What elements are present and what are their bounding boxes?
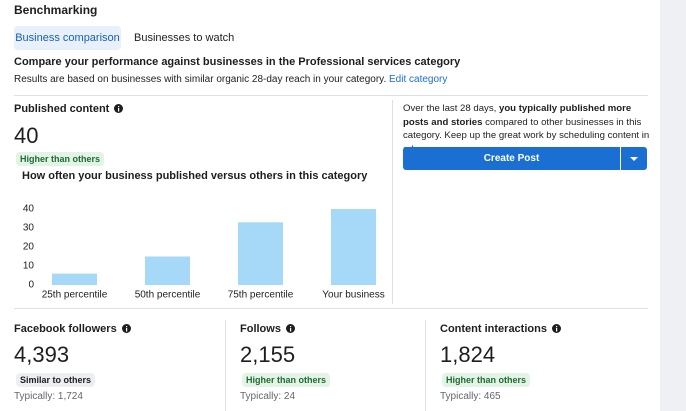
divider xyxy=(14,95,648,96)
page-title: Benchmarking xyxy=(14,3,98,17)
caret xyxy=(630,157,638,161)
label: Facebook followers xyxy=(14,323,117,335)
bar xyxy=(52,273,97,285)
metric-value: 4,393 xyxy=(14,342,70,367)
x-tick-label: 75th percentile xyxy=(228,290,294,301)
y-tick-label: 20 xyxy=(23,242,35,253)
dropdown-button[interactable] xyxy=(621,147,647,170)
x-tick-label: Your business xyxy=(322,290,384,301)
badge: Higher than others xyxy=(16,152,105,166)
metric-label: Published content xyxy=(14,103,124,115)
section-description: Results are based on businesses with sim… xyxy=(14,74,447,85)
description: Results are based on businesses with sim… xyxy=(14,74,387,85)
label: Follows xyxy=(240,323,281,335)
tab[interactable]: Businesses to watch xyxy=(134,32,235,44)
metric-value: 1,824 xyxy=(440,342,496,367)
divider xyxy=(225,320,226,411)
bar xyxy=(238,222,283,285)
divider xyxy=(425,320,426,411)
link[interactable]: Edit category xyxy=(389,74,448,85)
typical-value: Typically: 24 xyxy=(240,391,296,402)
create-post-button[interactable]: Create Post xyxy=(403,147,620,170)
x-tick-label: 25th percentile xyxy=(42,290,108,301)
typical-value: Typically: 465 xyxy=(440,391,501,402)
bar xyxy=(145,256,190,285)
y-tick-label: 30 xyxy=(23,223,35,234)
metric-label: Facebook followers xyxy=(14,323,131,335)
tab-active[interactable]: Business comparison xyxy=(14,26,121,50)
metric-value: 2,155 xyxy=(240,342,296,367)
bar xyxy=(331,209,376,285)
info-icon[interactable] xyxy=(285,324,295,333)
text: Over the last 28 days, xyxy=(403,103,499,114)
chart-title: How often your business published versus… xyxy=(22,170,368,182)
label: Content interactions xyxy=(440,323,547,335)
y-tick-label: 40 xyxy=(23,204,35,215)
info-icon[interactable] xyxy=(121,324,131,333)
info-icon[interactable] xyxy=(114,104,124,113)
text-bold: you typically published more posts and s… xyxy=(403,103,632,128)
badge: Higher than others xyxy=(242,373,331,387)
y-tick-label: 10 xyxy=(23,261,35,272)
badge: Higher than others xyxy=(442,373,531,387)
metric-label: Content interactions xyxy=(440,323,561,335)
badge: Similar to others xyxy=(16,373,96,387)
chart: 0 10 20 30 40 25th percentile 50th percentile 7… xyxy=(23,204,385,301)
divider xyxy=(14,308,648,309)
background-edge xyxy=(660,0,686,411)
typical-value: Typically: 1,724 xyxy=(14,391,83,402)
x-tick-label: 50th percentile xyxy=(135,290,201,301)
divider xyxy=(392,100,393,304)
metric-value: 40 xyxy=(14,123,39,148)
section-title: Compare your performance against busines… xyxy=(14,56,461,68)
info-icon[interactable] xyxy=(551,324,561,333)
y-tick-label: 0 xyxy=(28,280,34,291)
label: Published content xyxy=(14,103,110,115)
metric-label: Follows xyxy=(240,323,295,335)
